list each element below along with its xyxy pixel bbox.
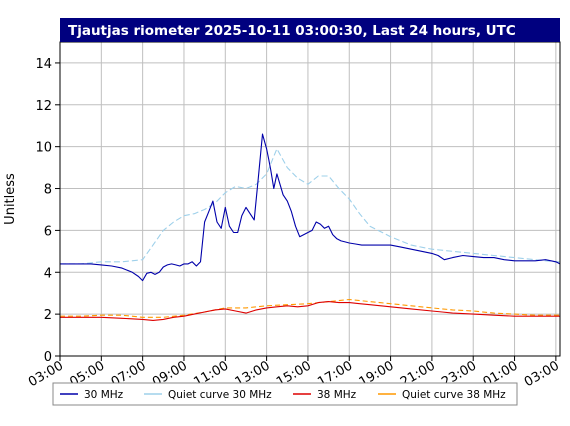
y-tick-label: 14 xyxy=(35,57,52,72)
y-axis-label: Unitless xyxy=(3,173,18,225)
chart-title: Tjautjas riometer 2025-10-11 03:00:30, L… xyxy=(68,23,516,39)
title-bar: Tjautjas riometer 2025-10-11 03:00:30, L… xyxy=(60,18,560,42)
y-tick-label: 0 xyxy=(44,350,52,365)
legend-label: Quiet curve 30 MHz xyxy=(168,389,272,401)
y-tick-label: 4 xyxy=(44,266,52,281)
legend-label: 30 MHz xyxy=(84,389,124,401)
plot-frame xyxy=(59,41,561,357)
legend-label: Quiet curve 38 MHz xyxy=(402,389,506,401)
legend: 30 MHz Quiet curve 30 MHz 38 MHz Quiet curv… xyxy=(52,382,518,406)
x-tick-label: 03:00 xyxy=(522,358,562,390)
series-line-30-mhz xyxy=(60,133,561,282)
y-tick-label: 2 xyxy=(44,308,52,323)
y-tick-label: 6 xyxy=(44,224,52,239)
y-tick-label: 10 xyxy=(35,141,52,156)
legend-box xyxy=(52,382,518,406)
series-lines xyxy=(60,133,561,321)
grid xyxy=(59,42,560,357)
y-tick-label: 8 xyxy=(44,183,52,198)
legend-label: 38 MHz xyxy=(317,389,357,401)
series-line-quiet-curve-30-mhz xyxy=(60,148,560,265)
series-line-38-mhz xyxy=(60,301,560,321)
y-tick-label: 12 xyxy=(35,99,52,114)
